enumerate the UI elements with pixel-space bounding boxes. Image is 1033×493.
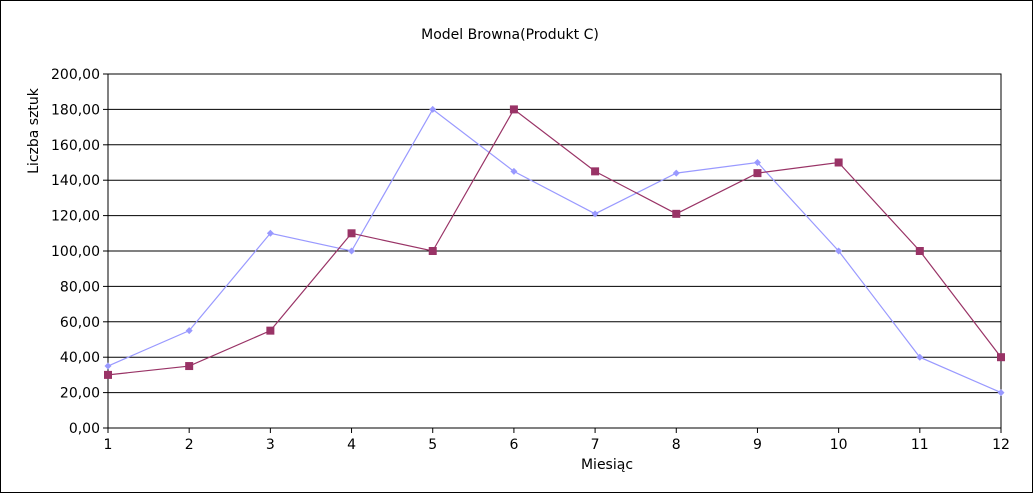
data-point-diamond: [997, 389, 1005, 397]
data-point-square: [185, 362, 194, 371]
y-tick-label: 20,00: [60, 386, 100, 402]
data-point-square: [509, 105, 518, 114]
x-tick-label: 7: [591, 437, 600, 453]
data-point-square: [266, 326, 275, 335]
tick-labels: 0,00 20,00 40,00 60,00 80,00 100,00 120,00 140,…: [51, 67, 1010, 453]
data-point-diamond: [429, 105, 437, 113]
data-point-square: [915, 247, 924, 255]
data-point-square: [672, 209, 681, 218]
data-point-diamond: [510, 167, 518, 175]
series-1: [104, 105, 1005, 397]
data-point-square: [997, 353, 1005, 362]
y-tick-label: 200,00: [51, 67, 100, 83]
data-point-diamond: [348, 247, 356, 255]
x-tick-label: 4: [347, 437, 356, 453]
axes: [103, 73, 1002, 433]
data-point-diamond: [835, 247, 843, 255]
x-tick-label: 3: [266, 437, 275, 453]
data-point-square: [347, 229, 356, 238]
data-point-diamond: [266, 229, 274, 237]
data-point-square: [591, 167, 600, 176]
x-tick-label: 12: [992, 437, 1010, 453]
y-axis-label: Liczba sztuk: [26, 87, 42, 174]
data-point-square: [104, 370, 112, 379]
series: [104, 105, 1005, 397]
x-tick-label: 5: [428, 437, 437, 453]
x-tick-label: 11: [911, 437, 929, 453]
x-tick-label: 10: [830, 437, 848, 453]
series-2: [104, 105, 1005, 379]
y-tick-label: 160,00: [51, 138, 100, 154]
y-tick-label: 100,00: [51, 244, 100, 260]
y-tick-label: 120,00: [51, 209, 100, 225]
x-tick-label: 9: [753, 437, 762, 453]
series-2-line: [107, 108, 1002, 376]
y-tick-label: 140,00: [51, 173, 100, 189]
x-tick-label: 1: [104, 437, 113, 453]
y-tick-label: 40,00: [60, 350, 100, 366]
data-point-square: [428, 247, 437, 255]
y-tick-label: 60,00: [60, 315, 100, 331]
data-point-diamond: [185, 327, 193, 335]
x-tick-label: 6: [509, 437, 518, 453]
series-1-line: [107, 108, 1002, 394]
y-tick-label: 0,00: [69, 421, 100, 437]
x-tick-label: 2: [185, 437, 194, 453]
y-tick-label: 80,00: [60, 279, 100, 295]
data-point-diamond: [916, 353, 924, 361]
data-point-square: [834, 158, 843, 167]
x-axis-label: Miesiąc: [581, 457, 633, 473]
grid: [108, 73, 1001, 394]
data-point-square: [753, 169, 762, 178]
plot-area-border: [107, 73, 1002, 429]
data-point-diamond: [104, 362, 112, 370]
data-point-diamond: [753, 159, 761, 166]
data-point-diamond: [672, 169, 680, 177]
x-tick-label: 8: [672, 437, 681, 453]
data-point-diamond: [591, 210, 599, 218]
y-tick-label: 180,00: [51, 102, 100, 118]
chart-title: Model Browna(Produkt C): [421, 27, 599, 43]
